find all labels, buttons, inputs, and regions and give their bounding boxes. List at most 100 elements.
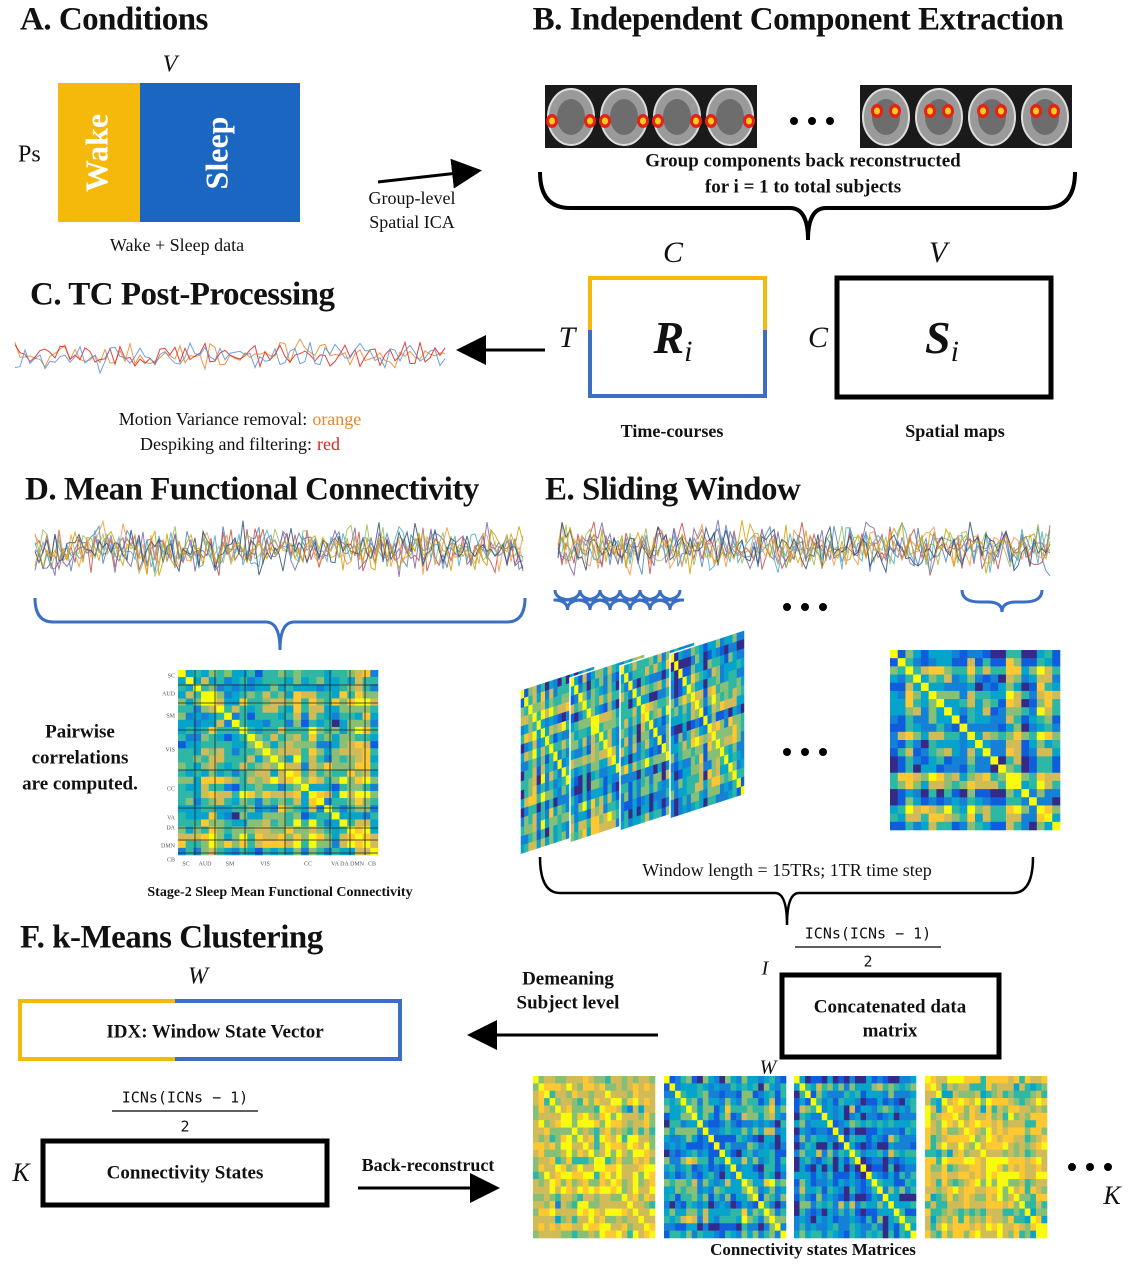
matrix-cell (1006, 691, 1014, 699)
matrix-cell (931, 1201, 937, 1209)
matrix-cell (528, 823, 532, 834)
matrix-cell (703, 1083, 709, 1091)
matrix-cell (708, 778, 712, 789)
matrix-cell (822, 1076, 828, 1084)
matrix-cell (883, 1083, 889, 1091)
panel-d-title: D. Mean Functional Connectivity (25, 472, 480, 508)
matrix-cell (594, 1128, 600, 1136)
matrix-cell (986, 1120, 992, 1128)
matrix-cell (209, 706, 217, 713)
matrix-cell (811, 1135, 817, 1143)
matrix-cell (622, 1209, 628, 1217)
matrix-cell (714, 1150, 720, 1158)
matrix-cell (936, 797, 944, 805)
matrix-cell (811, 1157, 817, 1165)
matrix-cell (624, 801, 628, 812)
matrix-cell (983, 740, 991, 748)
matrix-cell (980, 1231, 986, 1239)
matrix-cell (769, 1098, 775, 1106)
matrix-cell (232, 677, 240, 684)
matrix-cell (975, 658, 983, 666)
matrix-cell (872, 1142, 878, 1150)
matrix-cell (605, 1120, 611, 1128)
matrix-cell (1019, 1209, 1025, 1217)
matrix-cell (528, 768, 532, 779)
matrix-cell (822, 1179, 828, 1187)
matrix-cell (883, 1076, 889, 1084)
matrix-cell (544, 1164, 550, 1172)
matrix-cell (370, 805, 378, 812)
matrix-cell (794, 1164, 800, 1172)
matrix-cell (877, 1179, 883, 1187)
matrix-cell (674, 752, 678, 763)
matrix-cell (866, 1128, 872, 1136)
matrix-cell (1006, 724, 1014, 732)
matrix-cell (719, 1113, 725, 1121)
matrix-cell (622, 1216, 628, 1224)
matrix-cell (649, 1164, 655, 1172)
matrix-cell (725, 1179, 731, 1187)
matrix-cell (612, 773, 616, 784)
matrix-cell (1003, 1098, 1009, 1106)
matrix-cell (638, 1209, 644, 1217)
matrix-cell (683, 676, 687, 687)
matrix-cell (747, 1113, 753, 1121)
matrix-cell (724, 745, 728, 756)
caption: Wake + Sleep data (110, 235, 244, 255)
matrix-cell (316, 812, 324, 819)
matrix-cell (247, 713, 255, 720)
matrix-cell (866, 1231, 872, 1239)
matrix-cell (1036, 1209, 1042, 1217)
matrix-cell (561, 1142, 567, 1150)
matrix-cell (775, 1091, 781, 1099)
matrix-cell (695, 736, 699, 747)
matrix-cell (703, 733, 707, 744)
matrix-cell (747, 1209, 753, 1217)
matrix-cell (866, 1186, 872, 1194)
matrix-cell (960, 699, 968, 707)
matrix-cell (905, 1135, 911, 1143)
matrix-cell (232, 748, 240, 755)
matrix-cell (1052, 650, 1060, 658)
matrix-cell (591, 807, 595, 818)
matrix-cell (286, 784, 294, 791)
matrix-cell (833, 1216, 839, 1224)
matrix-cell (1003, 1194, 1009, 1202)
matrix-cell (794, 1142, 800, 1150)
matrix-cell (637, 714, 641, 725)
matrix-cell (216, 727, 224, 734)
matrix-cell (794, 1135, 800, 1143)
matrix-cell (764, 1128, 770, 1136)
matrix-cell (594, 1231, 600, 1239)
matrix-cell (633, 1201, 639, 1209)
matrix-cell (975, 699, 983, 707)
matrix-cell (1041, 1223, 1047, 1231)
matrix-cell (769, 1164, 775, 1172)
matrix-cell (890, 822, 898, 830)
matrix-cell (594, 1216, 600, 1224)
matrix-cell (301, 755, 309, 762)
matrix-cell (193, 805, 201, 812)
matrix-cell (595, 788, 599, 799)
matrix-cell (1014, 1120, 1020, 1128)
matrix-cell (737, 668, 741, 679)
matrix-cell (562, 813, 566, 824)
matrix-cell (549, 798, 553, 809)
matrix-cell (332, 784, 340, 791)
matrix-cell (627, 1091, 633, 1099)
matrix-cell (967, 658, 975, 666)
matrix-cell (340, 734, 348, 741)
matrix-cell (936, 666, 944, 674)
label: Connectivity States (107, 1162, 264, 1183)
matrix-cell (600, 1201, 606, 1209)
matrix-cell (953, 1135, 959, 1143)
matrix-cell (633, 1164, 639, 1172)
matrix-cell (1029, 658, 1037, 666)
matrix-cell (929, 740, 937, 748)
matrix-cell (633, 725, 637, 736)
matrix-cell (780, 1231, 786, 1239)
matrix-cell (929, 658, 937, 666)
matrix-cell (611, 1128, 617, 1136)
matrix-cell (270, 706, 278, 713)
matrix-cell (1006, 797, 1014, 805)
